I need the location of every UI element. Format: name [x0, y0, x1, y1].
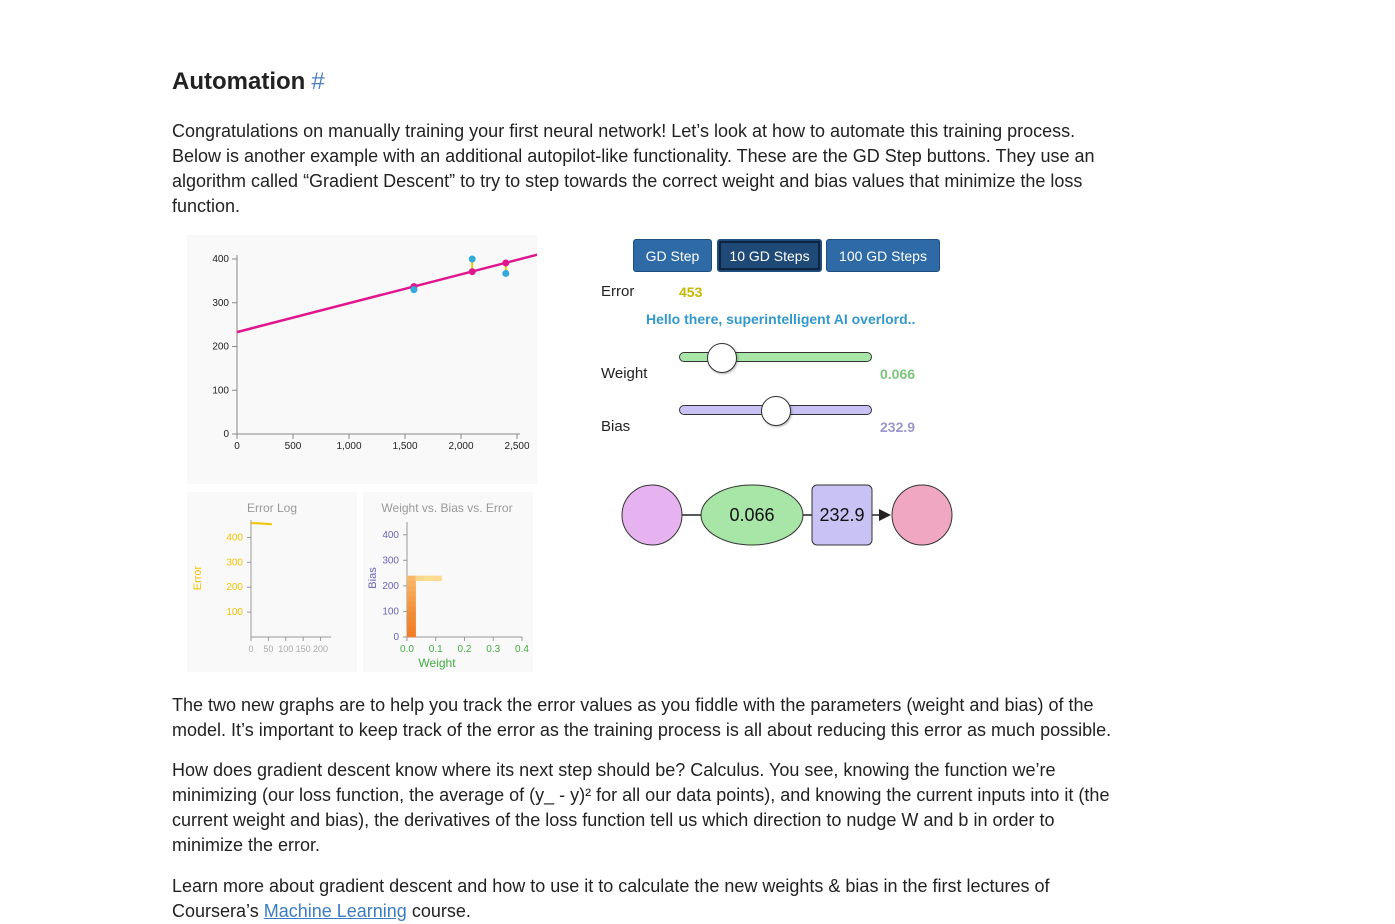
- heatmap-cell: [407, 611, 416, 617]
- bias-node-value: 232.9: [819, 505, 864, 525]
- heading-anchor-link[interactable]: #: [311, 68, 325, 95]
- error-log-title: Error Log: [247, 501, 297, 515]
- heatmap-cell: [407, 626, 416, 633]
- bias-label: Bias: [601, 418, 631, 435]
- section-title: Automation: [172, 68, 306, 95]
- weight-slider-thumb[interactable]: [707, 343, 737, 373]
- scatter-chart: 0 100 200 300 400 0 500 1,000 1,500 2,000 2,500: [212, 250, 551, 452]
- heatmap-cell: [407, 580, 416, 587]
- status-message: Hello there, superintelligent AI overlor…: [646, 311, 916, 327]
- weight-node-value: 0.066: [729, 505, 774, 525]
- heatmap-cell: [407, 616, 416, 622]
- data-point: [502, 269, 510, 277]
- bias-node: [811, 484, 873, 546]
- gd-step-button[interactable]: GD Step: [633, 239, 712, 272]
- heatmap-panel: Weight vs. Bias vs. Error Bias Weight 0 100 2…: [363, 492, 533, 672]
- y-tick-label: 400: [226, 532, 243, 543]
- heatmap-cell: [432, 575, 442, 582]
- gradient-paragraph: How does gradient descent know where its…: [172, 760, 1110, 855]
- x-tick-label: 0.4: [515, 644, 529, 655]
- y-tick-label: 0: [223, 429, 229, 440]
- error-label: Error: [601, 283, 635, 300]
- x-tick-label: 0: [234, 441, 240, 452]
- heatmap-cell: [407, 596, 416, 602]
- heatmap-cell: [407, 575, 416, 582]
- gd-100-steps-button[interactable]: 100 GD Steps: [826, 239, 940, 272]
- error-value: 453: [679, 284, 703, 300]
- weight-value: 0.066: [880, 366, 916, 382]
- error-log-panel: Error Log Error 100 200 300 400 0 50 100 150 200: [187, 492, 357, 672]
- gd-10-steps-button[interactable]: 10 GD Steps: [717, 239, 822, 272]
- weight-label: Weight: [601, 365, 648, 382]
- weight-bias-error-chart: Weight vs. Bias vs. Error Bias Weight 0 100 2…: [367, 501, 529, 670]
- heatmap-cell: [407, 591, 416, 597]
- y-tick-label: 100: [212, 385, 229, 396]
- heatmap-cell: [407, 585, 416, 592]
- x-tick-label: 200: [313, 644, 328, 654]
- y-tick-label: 300: [382, 555, 399, 566]
- error-log-y-label: Error: [192, 565, 204, 590]
- x-tick-label: 2,500: [504, 441, 529, 452]
- x-tick-label: 500: [285, 441, 302, 452]
- heatmap-cell: [407, 606, 416, 612]
- x-tick-label: 150: [296, 644, 311, 654]
- output-node: [891, 484, 953, 546]
- y-tick-label: 100: [382, 606, 399, 617]
- scatter-chart-panel: 0 100 200 300 400 0 500 1,000 1,500 2,000 2,500: [187, 235, 551, 484]
- prediction-point: [502, 259, 510, 267]
- y-tick-label: 100: [226, 607, 243, 618]
- machine-learning-link[interactable]: Machine Learning: [263, 901, 407, 921]
- weight-slider-track[interactable]: [679, 352, 872, 362]
- heatmap-cell: [415, 575, 425, 582]
- x-tick-label: 2,000: [448, 441, 473, 452]
- network-diagram: 0.066 232.9: [621, 484, 953, 546]
- regression-line: [236, 250, 551, 334]
- x-tick-label: 50: [263, 644, 273, 654]
- learn-more-suffix: course.: [406, 901, 471, 921]
- data-point: [410, 286, 418, 294]
- x-tick-label: 0.3: [486, 644, 500, 655]
- heatmap-y-label: Bias: [367, 567, 379, 589]
- error-log-line: [250, 521, 272, 526]
- learn-more-paragraph: Learn more about gradient descent and ho…: [172, 874, 1117, 924]
- x-tick-label: 0.0: [400, 644, 414, 655]
- graphs-paragraph: The two new graphs are to help you track…: [172, 695, 1112, 740]
- data-point: [468, 255, 476, 263]
- x-tick-label: 0: [248, 644, 253, 654]
- y-tick-label: 200: [212, 342, 229, 353]
- y-tick-label: 200: [226, 582, 243, 593]
- x-tick-label: 1,500: [392, 441, 417, 452]
- intro-paragraph: Congratulations on manually training you…: [172, 121, 1095, 216]
- x-tick-label: 100: [278, 644, 293, 654]
- heatmap-cell: [407, 631, 416, 638]
- heatmap-cell: [424, 575, 434, 582]
- x-tick-label: 0.1: [429, 644, 443, 655]
- heatmap-x-label: Weight: [418, 656, 456, 670]
- bias-value: 232.9: [880, 419, 916, 435]
- input-node: [621, 484, 683, 546]
- y-tick-label: 300: [226, 557, 243, 568]
- x-tick-label: 1,000: [336, 441, 361, 452]
- x-tick-label: 0.2: [458, 644, 472, 655]
- y-tick-label: 400: [382, 530, 399, 541]
- bias-slider-thumb[interactable]: [761, 396, 791, 426]
- weight-node: [700, 484, 804, 546]
- prediction-point: [468, 268, 476, 276]
- y-tick-label: 0: [393, 632, 399, 643]
- heatmap-title: Weight vs. Bias vs. Error: [381, 501, 512, 515]
- heatmap-cell: [407, 601, 416, 607]
- y-tick-label: 300: [212, 298, 229, 309]
- y-tick-label: 400: [212, 254, 229, 265]
- heatmap-cell: [407, 621, 416, 628]
- y-tick-label: 200: [382, 581, 399, 592]
- section-heading: Automation #: [172, 68, 325, 96]
